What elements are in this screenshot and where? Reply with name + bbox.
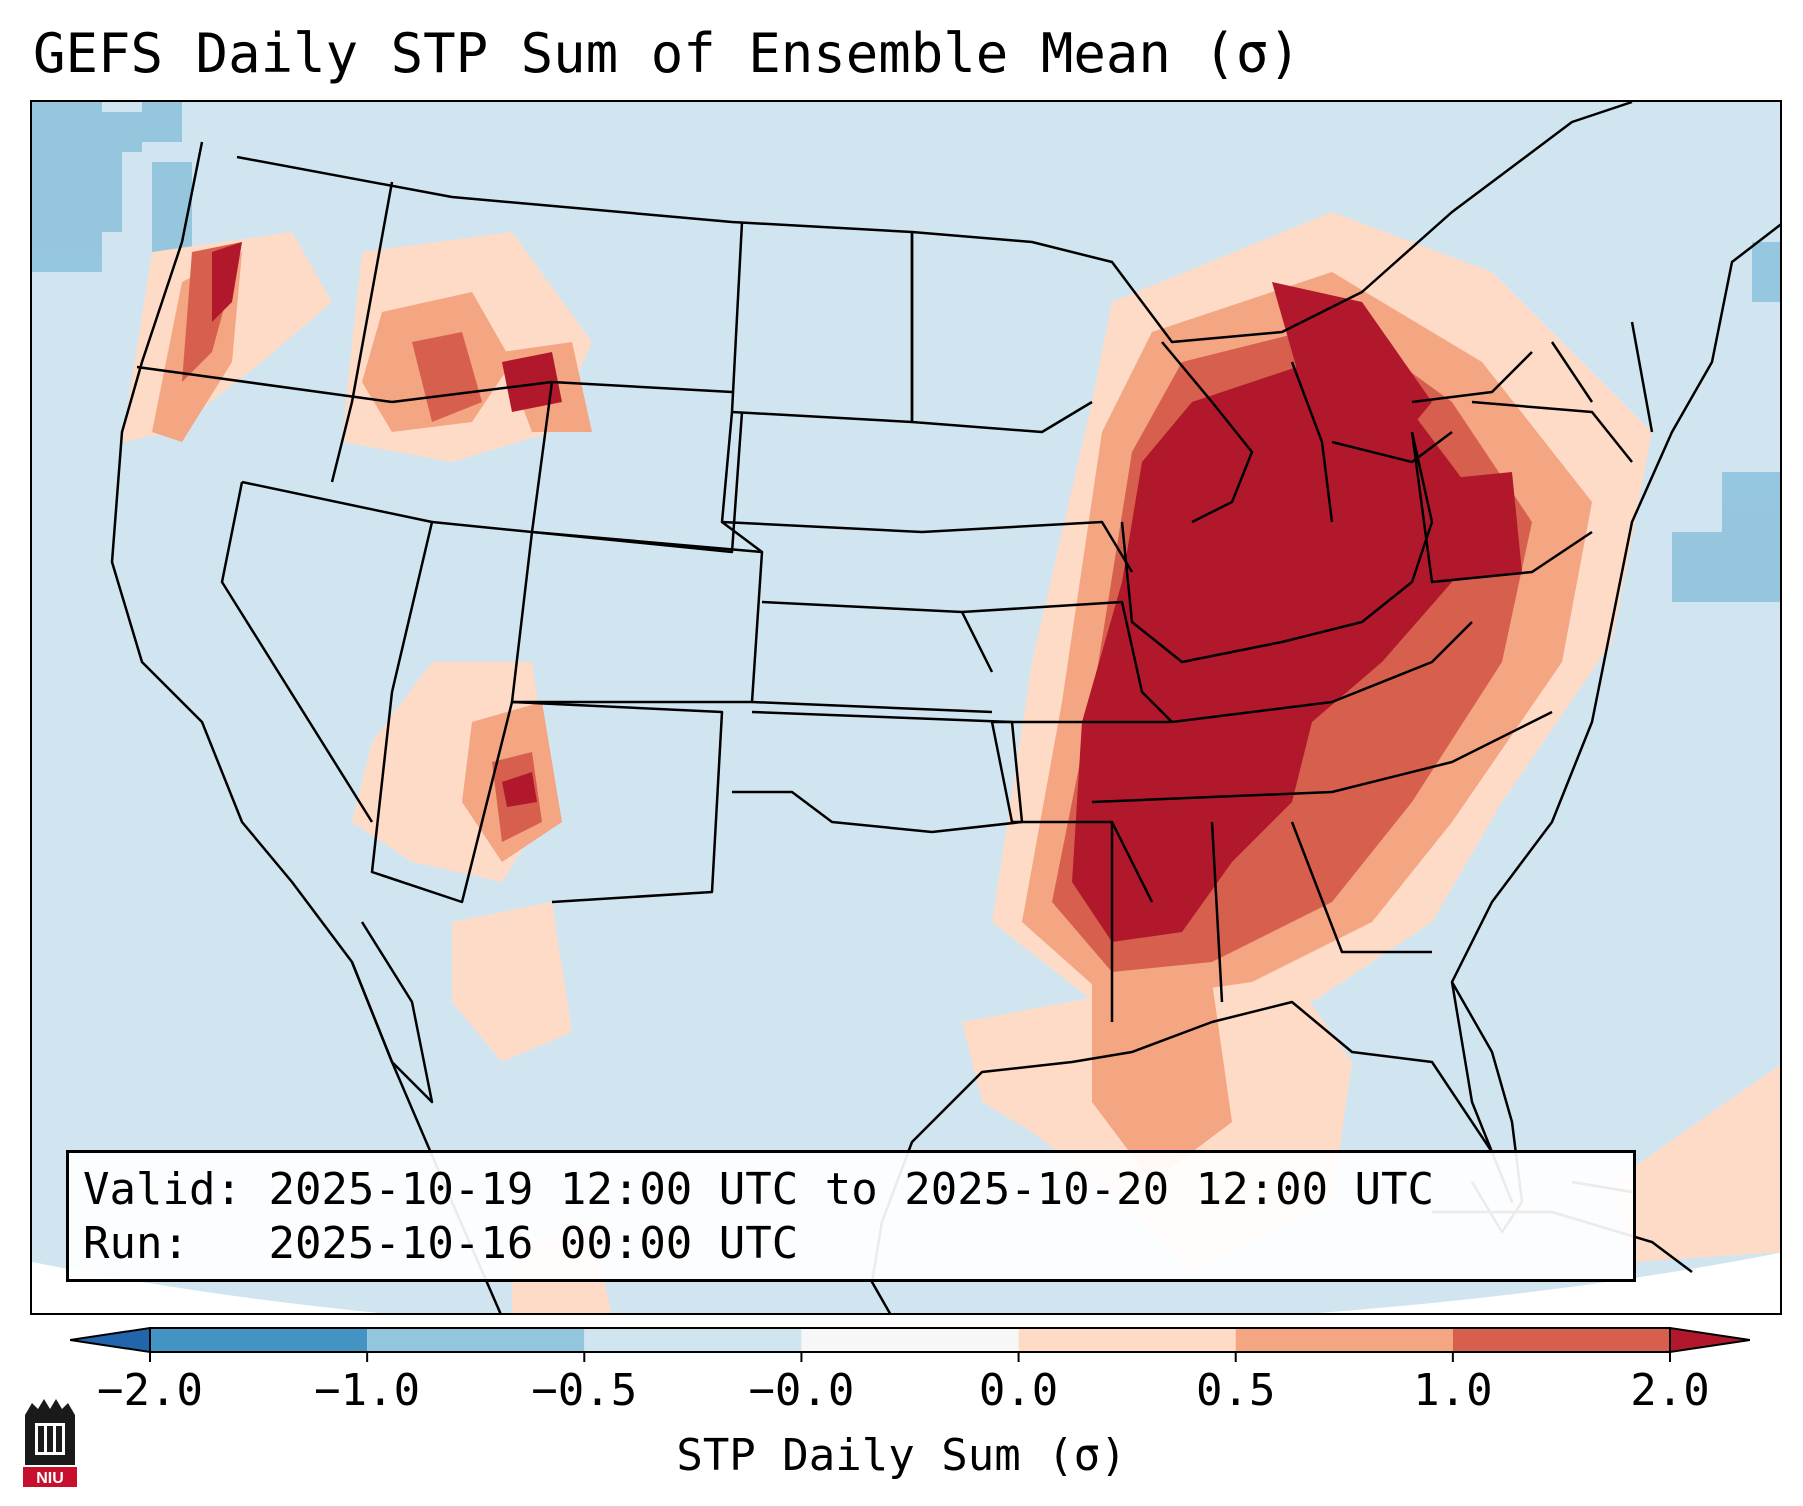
colorbar-segments [70, 1326, 1750, 1362]
colorbar-tick-label: −2.0 [97, 1365, 203, 1416]
valid-time-box: Valid: 2025-10-19 12:00 UTC to 2025-10-2… [66, 1150, 1636, 1282]
east-strong [1072, 362, 1472, 942]
colorbar-segment [150, 1328, 368, 1352]
niu-logo: NIU [23, 1399, 77, 1487]
colorbar-tick-label: −0.0 [748, 1365, 855, 1416]
nw-ocean-negative-2 [52, 142, 122, 232]
valid-value: 2025-10-19 12:00 UTC to 2025-10-20 12:00… [268, 1164, 1435, 1215]
colorbar-tick-label: 1.0 [1413, 1365, 1493, 1416]
az-nm [370, 691, 724, 904]
nw-ocean-negative-3 [92, 112, 142, 152]
projection-edge [32, 1252, 1780, 1313]
run-value: 2025-10-16 00:00 UTC [268, 1218, 799, 1269]
wy-box [530, 381, 744, 554]
mid-atlantic-strong [1412, 472, 1522, 582]
atlantic-negative-3 [1752, 242, 1780, 302]
ms-al-ga [1110, 821, 1432, 1022]
colorbar-segment [584, 1328, 802, 1352]
colorbar-segment [367, 1328, 585, 1352]
run-label: Run: [83, 1218, 189, 1269]
map-title: GEFS Daily STP Sum of Ensemble Mean (σ) [33, 22, 1301, 85]
colorbar-segment [1235, 1328, 1453, 1352]
colorbar-segment [1018, 1328, 1236, 1352]
colorbar-segment [1452, 1328, 1670, 1352]
atlantic-negative-2 [1722, 472, 1780, 552]
or-wa [136, 365, 393, 404]
ne-ks [721, 521, 994, 714]
az-strong [502, 772, 537, 807]
idaho-moderate [412, 332, 482, 422]
nv-ca [220, 481, 374, 823]
id-east [330, 181, 394, 483]
gulf-weak [1092, 982, 1232, 1182]
colorbar-tick-label: 0.5 [1195, 1365, 1276, 1416]
caribbean-slight [1612, 1064, 1780, 1262]
nw-ocean-negative-4 [142, 102, 182, 142]
canada-border [236, 102, 1633, 344]
stp-map [32, 102, 1780, 1313]
mo-ar [961, 600, 1174, 903]
great-lakes [1161, 341, 1533, 524]
co-box [512, 530, 764, 704]
northeast [1410, 321, 1654, 584]
colorbar-label: STP Daily Sum (σ) [676, 1430, 1127, 1481]
dakotas [720, 221, 923, 534]
wa-strong [212, 242, 242, 322]
colorbar-tick-label: −0.5 [531, 1365, 638, 1416]
colorbar-tick-label: −1.0 [314, 1365, 421, 1416]
mexico-slight [452, 902, 572, 1062]
ok-tx [732, 710, 1024, 834]
colorbar-tick-label: 0.0 [978, 1365, 1059, 1416]
colorbar-segment [801, 1328, 1019, 1352]
idaho-strong [502, 352, 562, 412]
valid-label: Valid: [83, 1164, 242, 1215]
ky-tn [1091, 621, 1553, 804]
colorbar-tick-label: 2.0 [1630, 1365, 1710, 1416]
colorbar-outline [149, 1327, 1671, 1353]
il-in-oh [1120, 431, 1434, 664]
map-panel [30, 100, 1782, 1315]
mn-ia [910, 232, 1134, 573]
colorbar-under-extension [70, 1326, 151, 1354]
colorbar-over-extension [1669, 1326, 1750, 1354]
colorbar [70, 1326, 1750, 1362]
logo-text: NIU [36, 1470, 64, 1487]
